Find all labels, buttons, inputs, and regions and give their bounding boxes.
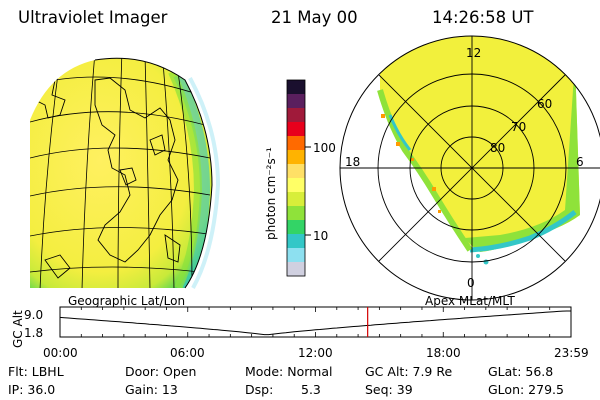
- colorbar-swatch: [287, 136, 305, 151]
- status-dsp-label: Dsp:: [245, 382, 274, 397]
- status-glon: GLon: 279.5: [488, 382, 564, 397]
- colorbar-swatch: [287, 94, 305, 109]
- status-door: Door: Open: [125, 364, 197, 379]
- time-label: 14:26:58 UT: [432, 8, 534, 27]
- colorbar-swatch: [287, 220, 305, 235]
- status-filter: Flt: LBHL: [8, 364, 64, 379]
- status-gain: Gain: 13: [125, 382, 178, 397]
- geographic-map-label: Geographic Lat/Lon: [68, 294, 186, 308]
- colorbar-swatch: [287, 108, 305, 123]
- mlt-label-0: 0: [467, 276, 475, 290]
- altitude-xtick-1: 06:00: [170, 346, 205, 360]
- date-label: 21 May 00: [271, 8, 358, 27]
- polar-map-label: Apex MLat/MLT: [425, 294, 515, 308]
- altitude-xtick-0: 00:00: [43, 346, 78, 360]
- colorbar-tick-label-10: 10: [313, 229, 329, 243]
- status-dsp-value: 5.3: [301, 382, 321, 397]
- status-gc-alt: GC Alt: 7.9 Re: [365, 364, 453, 379]
- colorbar-swatch: [287, 192, 305, 207]
- colorbar-swatch: [287, 80, 305, 95]
- colorbar-tick-label-100: 100: [313, 141, 336, 155]
- mlt-label-12: 12: [466, 46, 482, 60]
- mlt-label-18: 18: [345, 155, 361, 169]
- colorbar-swatch: [287, 248, 305, 263]
- status-glat: GLat: 56.8: [488, 364, 554, 379]
- mlat-label-80: 80: [490, 141, 506, 155]
- altitude-ytick-low: 1.8: [24, 326, 44, 340]
- altitude-xtick-2: 12:00: [298, 346, 333, 360]
- mlat-label-70: 70: [511, 120, 527, 134]
- colorbar-swatch: [287, 206, 305, 221]
- status-ip: IP: 36.0: [8, 382, 56, 397]
- instrument-title: Ultraviolet Imager: [18, 8, 168, 27]
- status-mode: Mode: Normal: [245, 364, 333, 379]
- colorbar-swatch: [287, 234, 305, 249]
- colorbar-swatch: [287, 178, 305, 193]
- altitude-ytick-high: 9.0: [24, 308, 44, 322]
- mlat-label-60: 60: [537, 97, 553, 111]
- status-seq: Seq: 39: [365, 382, 413, 397]
- colorbar-swatch: [287, 150, 305, 165]
- altitude-xtick-4: 23:59: [554, 346, 589, 360]
- colorbar-swatch: [287, 262, 305, 277]
- colorbar-swatch: [287, 164, 305, 179]
- mlt-label-6: 6: [576, 155, 584, 169]
- altitude-axis-label: GC Alt: [11, 310, 25, 348]
- altitude-xtick-3: 18:00: [426, 346, 461, 360]
- colorbar-swatch: [287, 122, 305, 137]
